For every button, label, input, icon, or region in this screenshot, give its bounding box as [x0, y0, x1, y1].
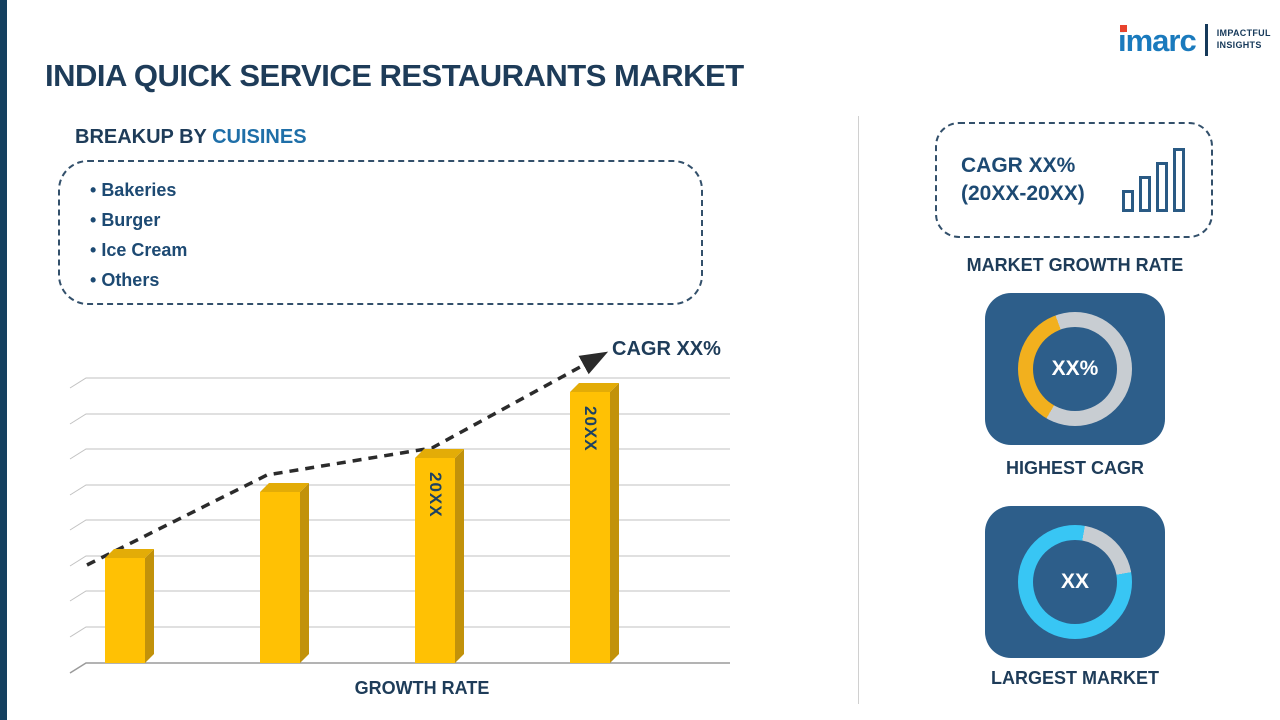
cagr-trend-label: CAGR XX%: [612, 338, 721, 360]
largest-market-tile: XX: [985, 506, 1165, 658]
page-title: INDIA QUICK SERVICE RESTAURANTS MARKET: [45, 58, 744, 93]
left-accent-stripe: [0, 0, 7, 720]
bar-side-face: [300, 483, 309, 663]
bar-chart-icon-bar: [1122, 190, 1134, 212]
bar-side-face: [455, 449, 464, 663]
growth-card-line2: (20XX-20XX): [961, 182, 1085, 205]
bar: [105, 549, 154, 663]
bar-chart-icon: [1122, 148, 1185, 212]
bar: 20XX: [570, 383, 619, 663]
bar-side-face: [610, 383, 619, 663]
breakup-cuisines-box: Bakeries Burger Ice Cream Others: [58, 160, 703, 305]
bar-chart-icon-bar: [1139, 176, 1151, 212]
market-growth-card: CAGR XX% (20XX-20XX): [935, 122, 1213, 238]
highest-cagr-donut-chart: XX%: [1018, 312, 1132, 426]
cuisine-item: Bakeries: [90, 175, 701, 205]
logo-dot-icon: [1120, 25, 1127, 32]
bar-label: 20XX: [426, 472, 445, 518]
bar-series: 20XX 20XX: [62, 330, 722, 663]
cuisine-list: Bakeries Burger Ice Cream Others: [60, 162, 701, 295]
largest-market-donut-chart: XX: [1018, 525, 1132, 639]
highest-cagr-tile: XX%: [985, 293, 1165, 445]
cuisine-item: Burger: [90, 205, 701, 235]
logo-divider: [1204, 24, 1208, 56]
logo-tagline-line1: IMPACTFUL: [1216, 28, 1271, 39]
largest-market-caption: LARGEST MARKET: [991, 668, 1159, 688]
breakup-heading-label: BREAKUP BY: [75, 126, 207, 148]
bar: 20XX: [415, 449, 464, 663]
logo-brand-text: imarc: [1118, 22, 1197, 58]
highest-cagr-value: XX%: [1051, 357, 1099, 380]
growth-rate-chart: 20XX 20XX: [62, 330, 742, 680]
vertical-divider: [858, 116, 859, 704]
cuisine-item: Others: [90, 265, 701, 295]
bar-chart-icon-bar: [1156, 162, 1168, 212]
largest-market-value: XX: [1060, 570, 1089, 593]
growth-card-text: CAGR XX% (20XX-20XX): [937, 152, 1122, 209]
cuisine-item: Ice Cream: [90, 235, 701, 265]
bar-chart-icon-bar: [1173, 148, 1185, 212]
highest-cagr-caption: HIGHEST CAGR: [1005, 458, 1144, 478]
chart-xaxis-label: GROWTH RATE: [354, 678, 490, 698]
imarc-logo: imarc IMPACTFUL INSIGHTS: [1118, 24, 1271, 56]
breakup-heading-highlight: CUISINES: [212, 126, 307, 148]
bar-label: 20XX: [581, 406, 600, 452]
cagr-trend-arrow: [86, 351, 609, 567]
logo-tagline: IMPACTFUL INSIGHTS: [1217, 28, 1271, 51]
chart-grid-and-trend: [69, 351, 730, 674]
breakup-heading: BREAKUP BY CUISINES: [75, 126, 307, 149]
logo-tagline-line2: INSIGHTS: [1216, 40, 1262, 50]
market-growth-rate-caption: MARKET GROWTH RATE: [966, 255, 1184, 275]
growth-card-line1: CAGR XX%: [961, 153, 1076, 177]
bar-side-face: [145, 549, 154, 663]
bar: [260, 483, 309, 663]
